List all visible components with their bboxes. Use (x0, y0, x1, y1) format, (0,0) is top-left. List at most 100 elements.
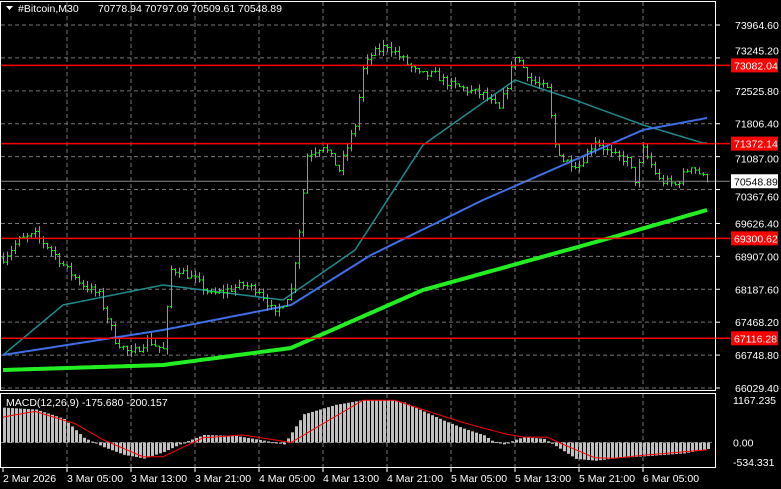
macd-histogram-bar (307, 413, 310, 443)
macd-histogram-bar (3, 407, 6, 443)
macd-histogram-bar (427, 413, 430, 443)
macd-histogram-bar (551, 442, 554, 444)
macd-histogram-bar (359, 400, 362, 443)
macd-histogram-bar (539, 438, 542, 443)
macd-histogram-bar (695, 442, 698, 452)
macd-histogram-bar (611, 442, 614, 459)
macd-histogram-bar (495, 441, 498, 443)
macd-histogram-bar (407, 404, 410, 443)
macd-histogram-bar (35, 409, 38, 443)
macd-histogram-bar (59, 417, 62, 443)
macd-histogram-bar (295, 426, 298, 443)
macd-histogram-bar (95, 442, 98, 444)
macd-histogram-bar (707, 442, 710, 449)
macd-histogram-bar (235, 435, 238, 443)
macd-histogram-bar (167, 442, 170, 451)
macd-histogram-bar (691, 442, 694, 452)
x-tick-label: 3 Mar 13:00 (131, 473, 187, 485)
y-tick-label: 72525.80 (735, 86, 779, 98)
collapse-triangle-icon[interactable] (6, 6, 13, 10)
macd-histogram-bar (139, 442, 142, 458)
x-tick-label: 3 Mar 21:00 (195, 473, 251, 485)
macd-histogram-bar (543, 438, 546, 443)
macd-histogram-bar (347, 402, 350, 443)
macd-histogram-bar (67, 422, 70, 443)
level-label-bg (731, 231, 778, 246)
x-tick-label: 4 Mar 21:00 (387, 473, 443, 485)
macd-histogram-bar (243, 437, 246, 443)
macd-histogram-bar (451, 423, 454, 443)
y-tick-label: 68187.60 (735, 284, 779, 296)
macd-histogram-bar (191, 439, 194, 443)
macd-title: MACD(12,26,9) -175.680 -200.157 (6, 397, 168, 409)
x-tick-label: 3 Mar 05:00 (67, 473, 123, 485)
macd-histogram-bar (675, 442, 678, 455)
macd-histogram-bar (379, 400, 382, 443)
macd-histogram-bar (671, 442, 674, 455)
macd-histogram-bar (111, 442, 114, 451)
level-label-bg (731, 58, 778, 73)
macd-histogram-bar (403, 402, 406, 443)
macd-histogram-bar (51, 414, 54, 443)
symbol-label: #Bitcoin,M30 (18, 3, 79, 15)
macd-histogram-bar (219, 435, 222, 443)
x-tick-label: 5 Mar 13:00 (515, 473, 571, 485)
y-tick-label: 66029.40 (735, 383, 779, 395)
macd-histogram-bar (659, 442, 662, 456)
macd-histogram-bar (631, 442, 634, 458)
moving-average-line (2, 117, 708, 356)
x-tick-label: 4 Mar 05:00 (259, 473, 315, 485)
macd-histogram-bar (279, 442, 282, 444)
macd-histogram-bar (107, 442, 110, 449)
macd-histogram-bar (143, 442, 146, 459)
macd-histogram-bar (239, 436, 242, 443)
y-tick-label: 67468.20 (735, 317, 779, 329)
macd-histogram-bar (575, 442, 578, 459)
macd-histogram-bar (131, 442, 134, 457)
macd-histogram-bar (643, 442, 646, 457)
macd-histogram-bar (591, 442, 594, 461)
axes: 2 Mar 2026 3 Mar 05:00 3 Mar 13:00 3 Mar 21… (2, 20, 779, 485)
macd-histogram-bar (559, 442, 562, 449)
macd-histogram-bar (135, 442, 138, 458)
macd-histogram-bar (475, 432, 478, 443)
macd-histogram-bar (467, 429, 470, 443)
macd-histogram-bar (435, 417, 438, 443)
macd-histogram-bar (579, 442, 582, 460)
macd-histogram-bar (635, 442, 638, 457)
macd-histogram-bar (27, 409, 30, 443)
macd-histogram-bar (367, 400, 370, 443)
macd-histogram-bar (431, 415, 434, 443)
macd-histogram-bar (619, 442, 622, 458)
macd-histogram-bar (343, 403, 346, 443)
macd-histogram-bar (331, 405, 334, 443)
macd-histogram-bar (699, 442, 702, 451)
macd-histogram-bar (63, 418, 66, 443)
macd-histogram-bar (247, 437, 250, 443)
macd-histogram-bar (423, 411, 426, 443)
macd-histogram-bar (163, 442, 166, 452)
macd-histogram-bar (563, 442, 566, 452)
horizontal-levels[interactable]: 73082.04 71372.14 69300.62 67116.28 70548.89 (1, 58, 778, 346)
macd-histogram-bar (203, 434, 206, 443)
macd-histogram-bar (391, 400, 394, 443)
level-label: 69300.62 (734, 233, 778, 245)
y-tick-label: 66748.80 (735, 350, 779, 362)
macd-histogram-bar (23, 408, 26, 443)
macd-histogram-bar (39, 410, 42, 443)
y-tick-label: 73245.20 (735, 45, 779, 57)
macd-histogram-bar (491, 440, 494, 443)
macd-histogram-bar (355, 401, 358, 443)
macd-histogram-bar (679, 442, 682, 454)
macd-histogram-bar (667, 442, 670, 455)
macd-histogram-bar (127, 442, 130, 456)
macd-histogram-bar (19, 408, 22, 443)
macd-histogram-bar (547, 441, 550, 443)
macd-histogram-bar (623, 442, 626, 458)
macd-histogram-bar (315, 410, 318, 443)
y-tick-label: 71087.00 (735, 154, 779, 166)
macd-histogram-bar (447, 422, 450, 443)
macd-histogram-bar (647, 442, 650, 457)
macd-histogram-bar (303, 414, 306, 443)
